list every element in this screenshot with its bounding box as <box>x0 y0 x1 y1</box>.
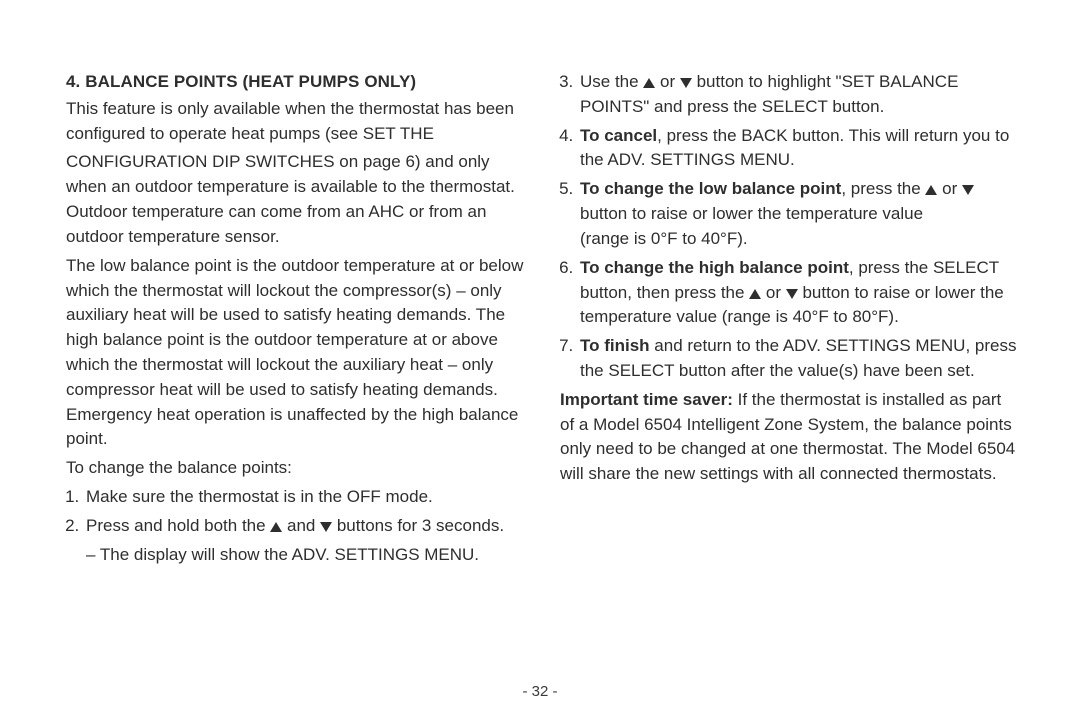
left-column: 4. BALANCE POINTS (HEAT PUMPS ONLY) This… <box>66 70 526 571</box>
step-5-t2: or <box>937 179 962 198</box>
step-6-t2: or <box>761 283 786 302</box>
up-arrow-icon <box>643 78 655 88</box>
step-3-text-b: or <box>655 72 680 91</box>
down-arrow-icon <box>320 522 332 532</box>
step-5: To change the low balance point, press t… <box>578 177 1020 251</box>
manual-page: 4. BALANCE POINTS (HEAT PUMPS ONLY) This… <box>0 0 1080 720</box>
two-column-layout: 4. BALANCE POINTS (HEAT PUMPS ONLY) This… <box>66 70 1020 571</box>
right-column: Use the or button to highlight "SET BALA… <box>560 70 1020 571</box>
step-7-bold: To finish <box>580 336 650 355</box>
step-4: To cancel, press the BACK button. This w… <box>578 124 1020 174</box>
up-arrow-icon <box>749 289 761 299</box>
down-arrow-icon <box>786 289 798 299</box>
left-paragraph-1b: CONFIGURATION DIP SWITCHES on page 6) an… <box>66 150 526 249</box>
steps-intro: To change the balance points: <box>66 456 526 481</box>
step-5-t3: button to raise or lower the temperature… <box>580 204 923 223</box>
step-6: To change the high balance point, press … <box>578 256 1020 330</box>
up-arrow-icon <box>270 522 282 532</box>
step-1: Make sure the thermostat is in the OFF m… <box>84 485 526 510</box>
step-6-bold: To change the high balance point <box>580 258 849 277</box>
left-paragraph-1a: This feature is only available when the … <box>66 97 526 147</box>
step-3-text-a: Use the <box>580 72 643 91</box>
step-7: To finish and return to the ADV. SETTING… <box>578 334 1020 384</box>
note-bold: Important time saver: <box>560 390 733 409</box>
step-2-sub: – The display will show the ADV. SETTING… <box>86 543 526 568</box>
left-paragraph-2: The low balance point is the outdoor tem… <box>66 254 526 453</box>
important-note: Important time saver: If the thermostat … <box>560 388 1020 487</box>
page-number: - 32 - <box>0 683 1080 700</box>
step-5-t1: , press the <box>841 179 925 198</box>
up-arrow-icon <box>925 185 937 195</box>
step-2-text-c: buttons for 3 seconds. <box>332 516 504 535</box>
step-3: Use the or button to highlight "SET BALA… <box>578 70 1020 120</box>
step-5-t4: (range is 0°F to 40°F). <box>580 229 748 248</box>
step-2: Press and hold both the and buttons for … <box>84 514 526 568</box>
step-2-text-a: Press and hold both the <box>86 516 270 535</box>
step-2-text-b: and <box>282 516 320 535</box>
down-arrow-icon <box>962 185 974 195</box>
step-4-bold: To cancel <box>580 126 657 145</box>
down-arrow-icon <box>680 78 692 88</box>
step-list-left: Make sure the thermostat is in the OFF m… <box>66 485 526 567</box>
step-5-bold: To change the low balance point <box>580 179 841 198</box>
section-heading: 4. BALANCE POINTS (HEAT PUMPS ONLY) <box>66 70 526 95</box>
step-list-right: Use the or button to highlight "SET BALA… <box>560 70 1020 384</box>
